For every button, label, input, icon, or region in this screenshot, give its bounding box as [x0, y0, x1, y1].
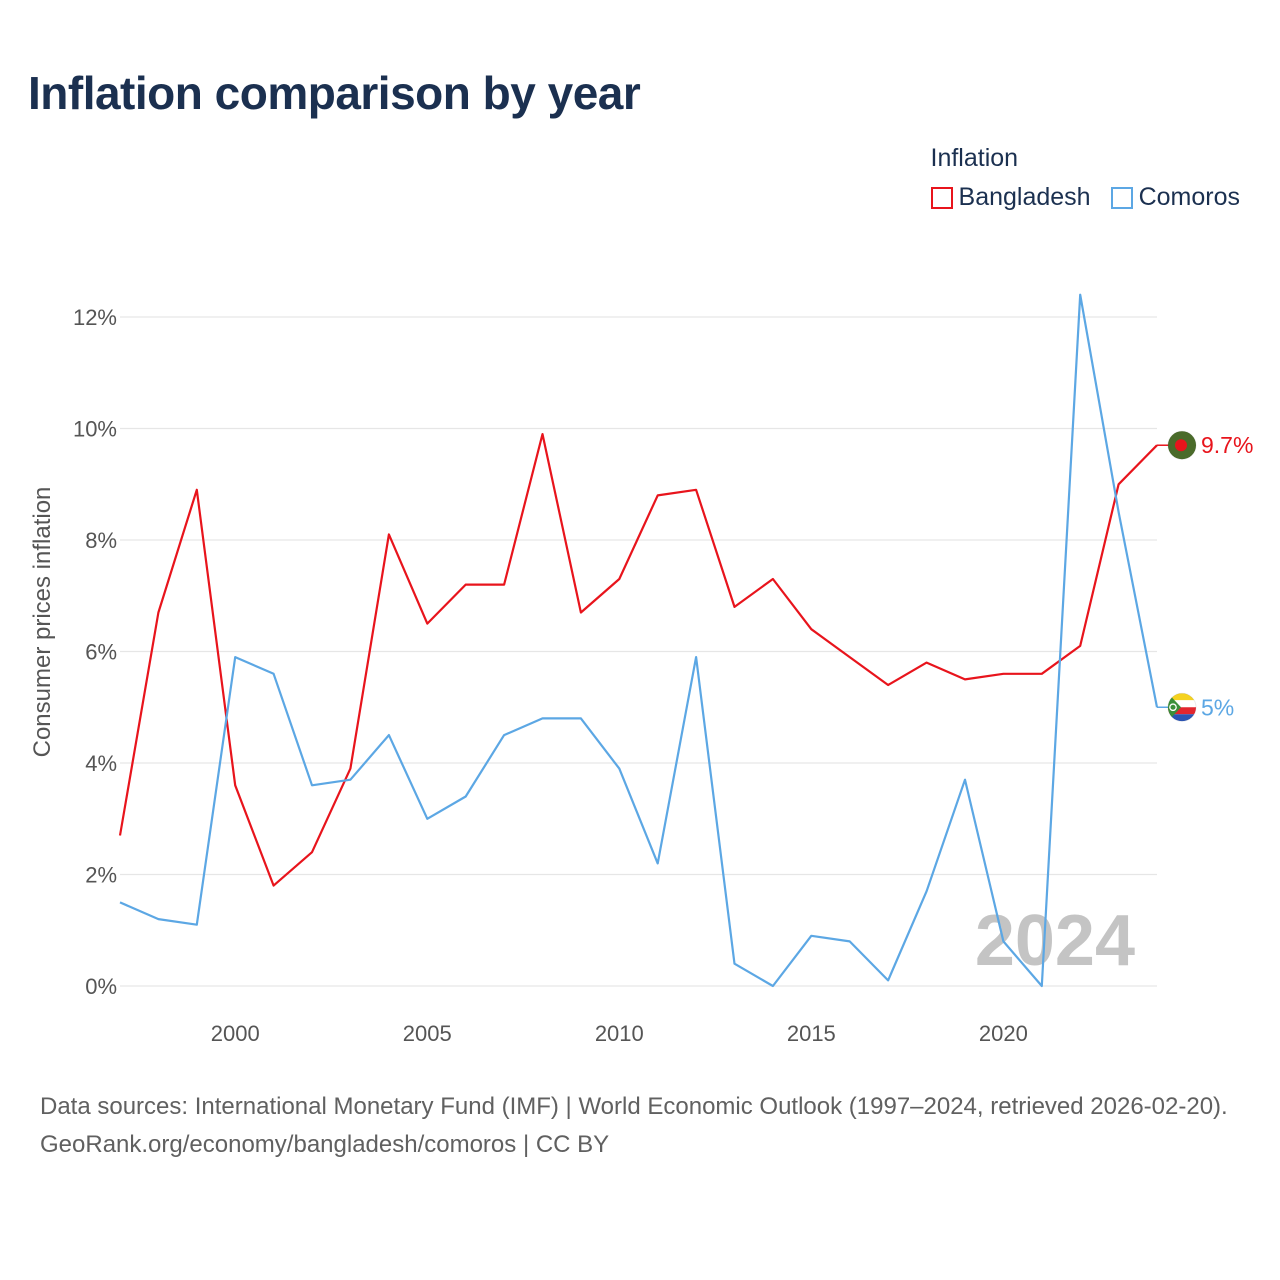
x-tick-label: 2015 — [787, 1021, 836, 1046]
y-axis-ticks: 0% 2% 4% 6% 8% 10% 12% — [73, 305, 117, 999]
y-tick-label: 8% — [85, 528, 117, 553]
legend-item-comoros[interactable]: Comoros — [1110, 183, 1240, 212]
legend-swatch-comoros — [1110, 186, 1133, 209]
legend: Inflation Bangladesh Comoros — [930, 144, 1240, 212]
x-tick-label: 2005 — [403, 1021, 452, 1046]
x-tick-label: 2000 — [211, 1021, 260, 1046]
footer: Data sources: International Monetary Fun… — [40, 1088, 1250, 1164]
end-value-label-comoros: 5% — [1201, 694, 1234, 720]
line-chart: 0% 2% 4% 6% 8% 10% 12% 2000 2005 2010 2015 2020 Co… — [29, 293, 1253, 1046]
y-tick-label: 0% — [85, 974, 117, 999]
watermark-year: 2024 — [975, 901, 1135, 981]
end-value-label-bangladesh: 9.7% — [1201, 432, 1253, 458]
legend-item-bangladesh[interactable]: Bangladesh — [930, 183, 1091, 212]
legend-label-bangladesh: Bangladesh — [958, 183, 1091, 211]
x-tick-label: 2010 — [595, 1021, 644, 1046]
chart-title: Inflation comparison by year — [28, 67, 641, 119]
y-axis-label: Consumer prices inflation — [29, 487, 56, 758]
y-tick-label: 4% — [85, 751, 117, 776]
credit-link[interactable]: GeoRank.org/economy/bangladesh/comoros |… — [40, 1131, 610, 1158]
y-tick-label: 12% — [73, 305, 117, 330]
legend-swatch-bangladesh — [930, 186, 953, 209]
legend-title: Inflation — [930, 144, 1019, 172]
end-markers: 9.7% 5% — [1157, 430, 1253, 722]
legend-label-comoros: Comoros — [1138, 183, 1240, 211]
comoros-flag-icon — [1167, 692, 1197, 722]
y-tick-label: 10% — [73, 417, 117, 442]
x-axis-ticks: 2000 2005 2010 2015 2020 — [211, 1021, 1028, 1046]
series-line-comoros[interactable] — [119, 293, 1159, 988]
bangladesh-flag-icon — [1167, 430, 1197, 460]
grid-lines — [120, 316, 1157, 987]
series-line-bangladesh[interactable] — [118, 433, 1158, 887]
y-tick-label: 6% — [85, 640, 117, 665]
data-sources-note: Data sources: International Monetary Fun… — [40, 1093, 1228, 1120]
series-lines — [118, 293, 1159, 988]
y-tick-label: 2% — [85, 863, 117, 888]
x-tick-label: 2020 — [979, 1021, 1028, 1046]
